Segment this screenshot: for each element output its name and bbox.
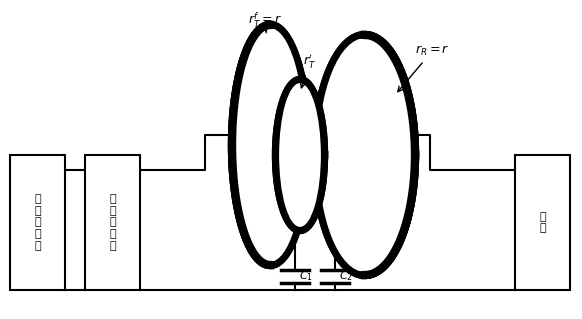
Ellipse shape [279,83,321,227]
Text: $r_T^f=r$: $r_T^f=r$ [248,11,282,33]
Bar [85,155,140,290]
Ellipse shape [235,28,305,262]
Text: 功
率
放
大
器: 功 率 放 大 器 [109,194,116,251]
Text: $r_R=r$: $r_R=r$ [398,44,450,92]
Text: 负
载: 负 载 [539,212,546,233]
Text: $C_1$: $C_1$ [299,269,313,283]
Bar [10,155,65,290]
Text: $C_2$: $C_2$ [339,269,353,283]
Ellipse shape [318,38,412,272]
Bar [515,155,570,290]
Text: 信
号
发
生
器: 信 号 发 生 器 [34,194,41,251]
Text: $r_{T}'$: $r_{T}'$ [300,52,317,88]
